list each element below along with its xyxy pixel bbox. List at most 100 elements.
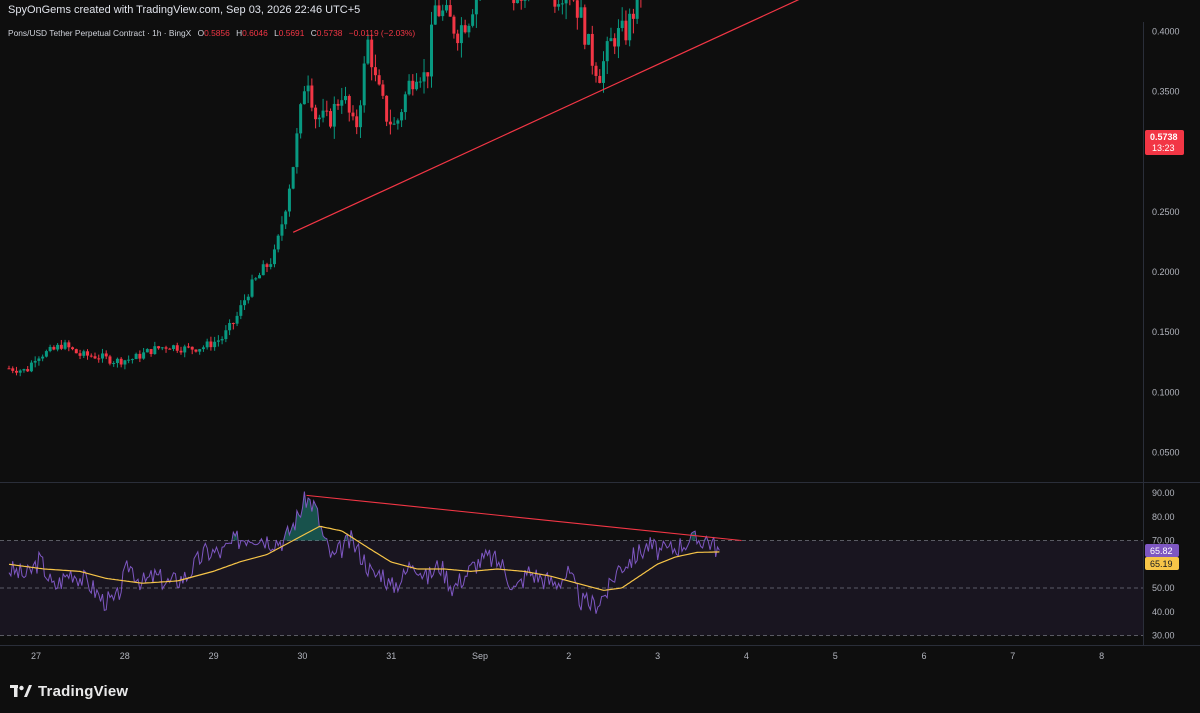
rsi-ma-badge: 65.19: [1145, 557, 1179, 570]
candle-body: [231, 323, 235, 325]
price-tick-label: 0.0500: [1152, 448, 1180, 458]
candle-body: [601, 61, 605, 83]
attribution-bar: SpyOnGems created with TradingView.com, …: [0, 0, 1200, 22]
attribution-text: SpyOnGems created with TradingView.com, …: [8, 4, 361, 16]
candle-body: [400, 112, 404, 121]
candle-body: [407, 80, 411, 95]
candle-body: [385, 95, 389, 122]
candle-body: [97, 358, 101, 360]
candle-body: [127, 359, 131, 361]
candle-body: [426, 72, 430, 77]
candle-body: [437, 5, 441, 17]
candle-body: [246, 296, 250, 301]
price-tick-label: 0.4000: [1152, 26, 1180, 36]
candle-body: [392, 123, 396, 125]
candle-body: [190, 346, 194, 350]
candle-body: [258, 275, 262, 279]
candle-body: [18, 370, 22, 373]
rsi-pane[interactable]: [0, 484, 1143, 644]
legend-c-value: 0.5738: [317, 28, 343, 38]
candle-body: [317, 117, 321, 120]
candle-body: [22, 369, 26, 371]
rsi-tick-label: 80.00: [1152, 512, 1175, 522]
candle-body: [616, 28, 620, 47]
price-pane[interactable]: [0, 22, 1143, 482]
price-axis[interactable]: 0.75000.70000.65000.60000.55000.50000.45…: [1152, 0, 1180, 458]
candle-body: [243, 300, 247, 306]
candle-body: [198, 349, 202, 352]
price-tick-label: 0.2500: [1152, 207, 1180, 217]
candle-body: [575, 0, 579, 18]
candle-body: [157, 346, 161, 349]
footer-brand[interactable]: TradingView: [10, 681, 128, 701]
candle-body: [523, 0, 527, 1]
date-tick-label: 2: [566, 651, 571, 661]
candle-body: [557, 4, 561, 7]
candle-body: [314, 107, 318, 120]
candle-body: [254, 278, 258, 280]
legend-h-label: H: [236, 28, 242, 38]
candle-body: [272, 249, 276, 265]
candle-body: [474, 0, 478, 15]
candle-body: [119, 358, 123, 365]
candle-body: [164, 347, 168, 349]
candle-body: [130, 359, 134, 361]
candle-body: [325, 110, 329, 112]
candle-body: [284, 211, 288, 225]
candle-body: [519, 0, 523, 1]
candle-body: [370, 39, 374, 68]
candle-body: [205, 341, 209, 348]
candle-body: [29, 362, 33, 372]
candle-body: [463, 25, 467, 33]
candle-body: [93, 356, 97, 359]
candle-body: [411, 80, 415, 90]
candle-body: [78, 353, 82, 356]
candle-body: [377, 75, 381, 85]
rsi-badge-value: 65.82: [1150, 546, 1173, 556]
candle-body: [295, 133, 299, 168]
support-trendline: [292, 0, 800, 233]
candle-body: [415, 81, 419, 90]
candle-body: [134, 353, 138, 360]
candle-body: [512, 0, 516, 4]
rsi-lines: [8, 491, 742, 614]
candle-body: [183, 346, 187, 353]
candle-body: [14, 370, 18, 373]
candle-body: [336, 103, 340, 106]
candle-body: [261, 264, 265, 276]
candle-body: [471, 14, 475, 26]
candle-body: [459, 25, 463, 44]
candle-body: [433, 5, 437, 25]
date-tick-label: 28: [120, 651, 130, 661]
footer-brand-text: TradingView: [38, 682, 129, 700]
candle-body: [48, 346, 52, 352]
candle-body: [579, 7, 583, 18]
rsi-value-badge: 65.82: [1145, 544, 1179, 557]
candle-body: [358, 105, 362, 128]
candle-body: [179, 350, 183, 353]
rsi-tick-label: 50.00: [1152, 583, 1175, 593]
candle-body: [52, 346, 56, 350]
legend-l-label: L: [274, 28, 279, 38]
candle-body: [145, 349, 149, 353]
candle-body: [381, 84, 385, 96]
rsi-overbought-fill: [233, 530, 238, 541]
candle-body: [142, 352, 146, 359]
countdown-value: 13:23: [1152, 143, 1175, 153]
candle-body: [388, 121, 392, 125]
candle-body: [175, 345, 179, 351]
candle-body: [265, 264, 269, 267]
candle-body: [220, 339, 224, 341]
time-axis[interactable]: 27 28 29 30 31 Sep 2 3 4 5 6 7 8: [31, 651, 1104, 661]
candle-body: [201, 347, 205, 350]
candle-body: [224, 330, 228, 340]
date-tick-label: 27: [31, 651, 41, 661]
candle-body: [344, 96, 348, 101]
candle-body: [598, 75, 602, 83]
candles: [7, 0, 642, 377]
candle-body: [396, 120, 400, 124]
candle-body: [123, 360, 127, 365]
candle-body: [594, 65, 598, 76]
candle-body: [620, 20, 624, 29]
